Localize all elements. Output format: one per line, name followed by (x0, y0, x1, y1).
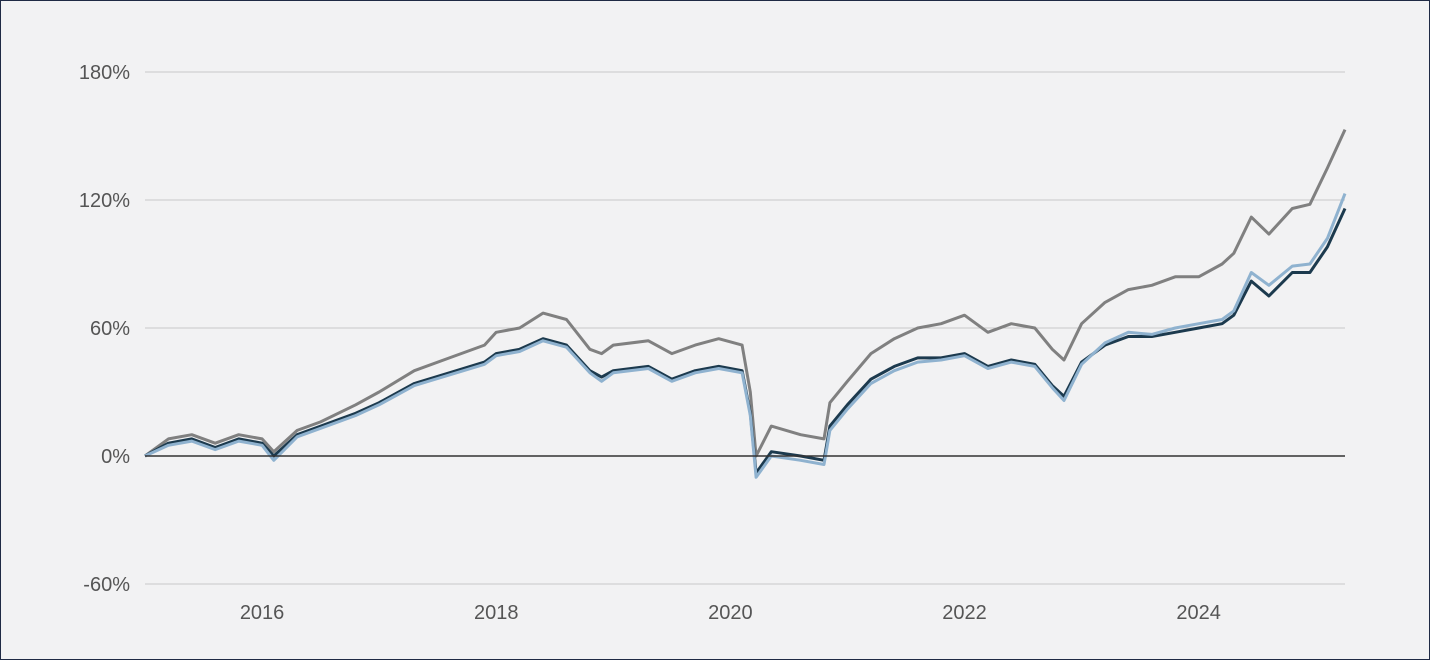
gridlines (145, 71, 1345, 585)
x-tick-label: 2022 (942, 602, 987, 624)
x-tick-label: 2024 (1176, 602, 1221, 624)
x-tick-label: 2016 (240, 602, 285, 624)
y-axis-labels: -60% 0% 60% 120% 180% (79, 62, 130, 596)
y-tick-label: 60% (90, 318, 130, 340)
series-line-2 (144, 207, 1347, 475)
series-line-1 (144, 128, 1347, 458)
y-tick-label: -60% (83, 574, 130, 596)
y-tick-label: 180% (79, 62, 130, 84)
series-lines (144, 128, 1347, 479)
y-tick-label: 120% (79, 190, 130, 212)
x-tick-label: 2020 (708, 602, 753, 624)
x-tick-label: 2018 (474, 602, 519, 624)
x-axis-labels: 2016 2018 2020 2022 2024 (240, 602, 1221, 624)
y-tick-label: 0% (101, 446, 130, 468)
